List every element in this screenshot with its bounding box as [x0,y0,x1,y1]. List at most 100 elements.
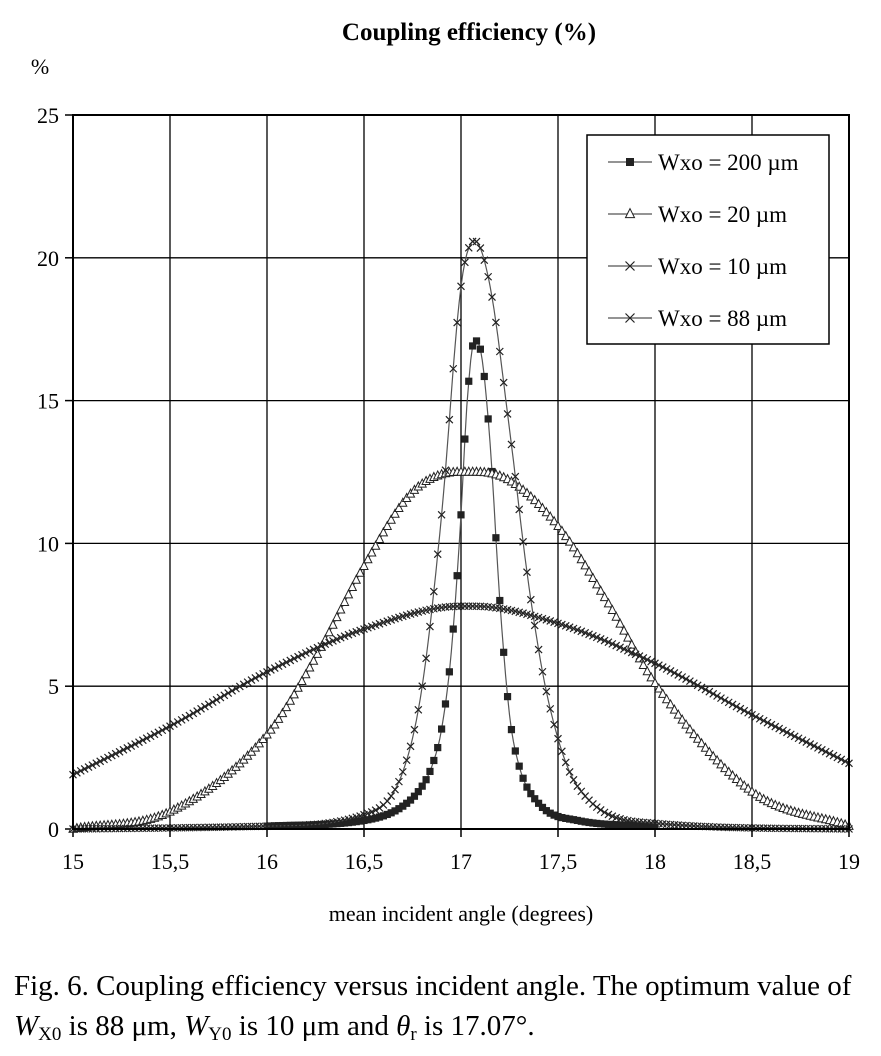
x-tick-label: 18,5 [733,849,772,874]
y-tick-label: 10 [37,531,59,556]
data-point [674,671,683,679]
data-point [533,498,544,509]
data-point [841,757,850,766]
data-point [324,626,334,637]
data-point [243,678,252,687]
data-point [623,632,633,642]
legend-label: Wxo = 88 µm [658,306,787,331]
data-point [142,734,151,743]
data-point [274,662,283,671]
data-point [538,803,547,812]
data-point [608,820,616,829]
data-point [430,756,438,765]
data-point [403,799,411,807]
data-point [235,682,244,691]
data-point [372,814,380,822]
data-point [817,745,826,754]
data-point [290,654,299,663]
data-point [395,805,403,813]
data-point [469,342,477,350]
data-point [258,733,268,744]
data-point [577,817,585,825]
data-point [546,704,555,713]
data-point [624,821,632,829]
data-point [553,520,563,530]
data-point [611,611,622,621]
data-point [193,707,202,716]
data-point [651,822,659,830]
data-point [441,700,450,708]
data-point [712,754,722,765]
data-point [697,683,706,692]
data-point [558,814,566,822]
data-point [445,415,454,424]
data-point [798,736,807,745]
data-point [185,711,194,720]
data-point [790,732,799,741]
data-point [681,718,691,729]
data-point [755,714,764,723]
data-point [576,553,587,564]
data-point [523,568,531,577]
data-point [247,676,256,684]
data-point [347,581,358,592]
data-point [465,377,473,385]
data-point [434,743,442,752]
data-point [825,749,834,758]
data-point [802,738,811,747]
data-point [445,668,453,676]
data-point [713,692,722,700]
data-point [457,511,465,519]
data-point [515,505,524,514]
data-point [181,713,190,722]
data-point [782,728,791,737]
caption-theta-text: is 17.07°. [416,1010,535,1042]
data-point [289,688,299,699]
data-point [767,720,776,729]
data-point [154,728,163,737]
data-point [736,704,745,713]
data-point [657,688,668,698]
legend-marker [624,207,636,219]
data-point [814,743,822,752]
data-point [584,566,594,576]
data-point [646,671,656,682]
data-point [220,691,229,700]
data-point [673,709,684,719]
data-point [476,345,484,353]
data-point [166,722,174,731]
data-point [460,258,469,267]
x-tick-label: 17,5 [539,849,578,874]
data-point [375,813,384,821]
data-point [484,272,493,281]
data-point [701,685,710,694]
data-point [383,810,391,819]
data-point [341,819,349,827]
caption-theta-sub: r [410,1024,417,1045]
data-point [492,534,500,542]
data-point [119,745,128,754]
legend-marker [625,261,635,271]
data-point [480,372,488,381]
data-point [449,625,457,633]
data-point [651,659,659,668]
x-tick-labels: 15 15,5 16 16,5 17 17,5 18 18,5 19 [62,829,860,874]
data-point [661,693,672,704]
x-tick-label: 19 [838,849,860,874]
data-point [472,237,481,246]
data-point [763,718,772,727]
data-point [429,587,438,596]
data-point [720,762,730,773]
data-point [500,648,508,656]
data-point [685,723,695,734]
data-point [623,646,632,655]
data-point [383,797,392,805]
data-point [216,693,225,702]
data-point [615,617,625,628]
data-point [204,700,213,709]
data-point [580,559,590,570]
y-tick-label: 20 [37,246,59,271]
x-tick-label: 15,5 [151,849,190,874]
data-point [348,818,356,826]
data-point [692,733,703,743]
